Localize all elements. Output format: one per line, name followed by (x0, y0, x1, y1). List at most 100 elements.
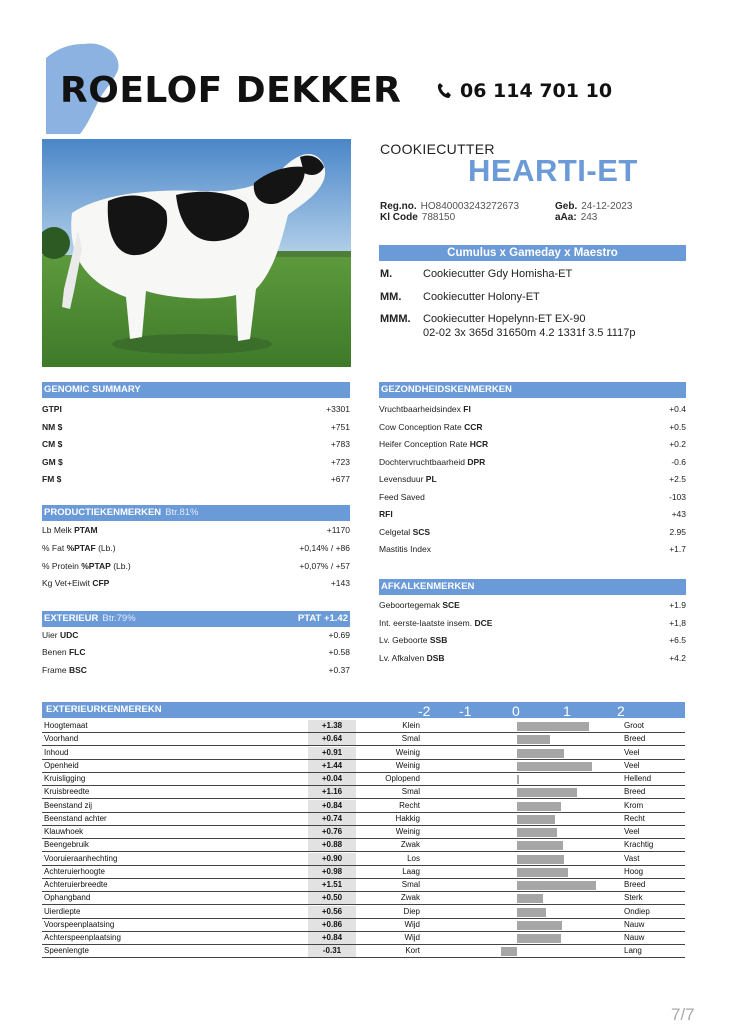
exterior-row-name: Uier (42, 630, 58, 640)
health-row-label: Cow Conception Rate CCR (379, 420, 482, 434)
calving-row-name: Geboortegemak (379, 600, 440, 610)
trait-name: Achteruierbreedte (44, 880, 108, 889)
production-row: % Protein %PTAP (Lb.) +0,07% / +57 (42, 559, 350, 573)
phone-icon (437, 83, 451, 98)
trait-high-label: Sterk (624, 893, 643, 903)
production-row-value: +0,14% / +86 (299, 542, 350, 553)
health-row-code: DPR (467, 456, 486, 467)
trait-value: +0.76 (308, 826, 356, 838)
trait-name: Hoogtemaat (44, 721, 88, 730)
production-row-code: %PTAF (66, 542, 96, 553)
production-row: Lb Melk PTAM +1170 (42, 523, 350, 537)
health-row-value: +43 (671, 509, 686, 519)
health-row-label: Vruchtbaarheidsindex FI (379, 402, 471, 416)
health-row-name: Cow Conception Rate (379, 421, 462, 432)
scale-tick-label: 2 (617, 703, 625, 719)
exterior-row-name: Frame (42, 664, 67, 675)
cow-head-logo (46, 43, 119, 134)
calving-row: Lv. Afkalven DSB +4.2 (379, 651, 686, 665)
genomic-row: FM $ +677 (42, 472, 350, 486)
linear-trait-row: Beenstand achter +0.74 Hakkig Recht (42, 812, 685, 826)
health-row-name: Vruchtbaarheidsindex (379, 404, 461, 414)
health-row-value: -103 (668, 491, 686, 502)
trait-name: Openheid (44, 760, 79, 770)
trait-low-label: Hakkig (395, 813, 420, 823)
trait-value: +0.64 (308, 733, 356, 746)
linear-trait-row: Klauwhoek +0.76 Weinig Veel (42, 826, 685, 839)
health-row: Cow Conception Rate CCR +0.5 (379, 420, 686, 434)
health-header: GEZONDHEIDSKENMERKEN (379, 382, 686, 398)
trait-name: Inhoud (44, 747, 69, 757)
genomic-row-label: GM $ (42, 455, 63, 469)
exterior-row: Frame BSC +0.37 (42, 663, 350, 677)
trait-name: Voorhand (44, 734, 79, 744)
health-row-name: Levensduur (379, 474, 424, 484)
health-row: Celgetal SCS 2.95 (379, 525, 686, 539)
trait-high-label: Krachtig (624, 840, 654, 850)
genomic-row-value: +751 (330, 421, 350, 432)
trait-bar (517, 788, 578, 798)
calving-row-name: Int. eerste-laatste insem. (379, 617, 473, 628)
linear-trait-row: Kruisligging +0.04 Oplopend Hellend (42, 773, 685, 786)
exterior-row-label: Uier UDC (42, 628, 78, 642)
calving-row-label: Lv. Geboorte SSB (379, 633, 447, 647)
calving-row-name: Lv. Geboorte (379, 635, 428, 645)
cow-photo (42, 139, 351, 367)
trait-high-label: Veel (624, 760, 640, 770)
trait-value: +0.91 (308, 746, 356, 759)
trait-low-label: Klein (402, 721, 420, 730)
production-row-value: +0,07% / +57 (299, 560, 350, 571)
trait-name: Voorspeenplaatsing (44, 919, 115, 929)
trait-low-label: Los (407, 853, 420, 863)
trait-name: Ophangband (44, 893, 91, 903)
linear-trait-row: Ophangband +0.50 Zwak Sterk (42, 892, 685, 906)
genomic-row: NM $ +751 (42, 420, 350, 434)
calving-row-value: +6.5 (669, 635, 686, 645)
calving-row-value: +4.2 (669, 652, 686, 663)
health-row-name: Dochtervruchtbaarheid (379, 456, 465, 467)
trait-value: +0.50 (308, 892, 356, 905)
calving-row-label: Int. eerste-laatste insem. DCE (379, 616, 492, 630)
trait-bar (517, 775, 520, 784)
calving-header: AFKALKENMERKEN (379, 579, 686, 595)
trait-name: Achteruierhoogte (44, 866, 105, 876)
production-row: % Fat %PTAF (Lb.) +0,14% / +86 (42, 541, 350, 555)
calving-row-value: +1,8 (669, 617, 686, 628)
genomic-row-label: CM $ (42, 437, 62, 451)
exterior-row-label: Benen FLC (42, 645, 86, 659)
trait-value: +0.56 (308, 905, 356, 918)
exterior-row-code: BSC (68, 664, 87, 675)
exterior-row-name: Benen (42, 647, 67, 658)
pedigree-line: Cumulus x Gameday x Maestro (379, 245, 686, 261)
trait-high-label: Vast (624, 853, 640, 863)
production-row-code: %PTAP (81, 560, 111, 571)
trait-high-label: Lang (624, 946, 642, 956)
trait-bar (517, 735, 551, 745)
production-row-name: Lb Melk (42, 525, 72, 535)
production-row-code: CFP (92, 578, 110, 589)
health-row-label: Levensduur PL (379, 472, 437, 486)
health-row-code: SCS (412, 526, 431, 537)
trait-high-label: Nauw (624, 933, 645, 942)
linear-trait-row: Hoogtemaat +1.38 Klein Groot (42, 720, 685, 733)
scale-tick-label: -1 (459, 703, 472, 719)
calving-row-code: SCE (442, 600, 460, 610)
health-row-label: Dochtervruchtbaarheid DPR (379, 455, 485, 469)
genomic-row-label: GTPI (42, 402, 62, 416)
cow-prefix: COOKIECUTTER (380, 141, 495, 157)
genomic-row-name: CM $ (42, 439, 63, 450)
linear-traits-header: EXTERIEURKENMEREKN (42, 702, 685, 718)
production-row-label: % Protein %PTAP (Lb.) (42, 559, 131, 573)
health-row-code: CCR (464, 421, 483, 432)
production-row-name: % Protein (42, 560, 79, 571)
trait-name: Speenlengte (44, 946, 89, 956)
trait-low-label: Diep (403, 906, 420, 916)
trait-high-label: Nauw (624, 919, 645, 929)
production-row-code: PTAM (74, 525, 98, 535)
linear-trait-row: Achterspeenplaatsing +0.84 Wijd Nauw (42, 932, 685, 945)
trait-high-label: Breed (624, 734, 646, 744)
trait-bar (517, 828, 557, 837)
exterior-row: Uier UDC +0.69 (42, 628, 350, 642)
trait-high-label: Hellend (624, 774, 652, 783)
trait-low-label: Weinig (395, 760, 420, 770)
